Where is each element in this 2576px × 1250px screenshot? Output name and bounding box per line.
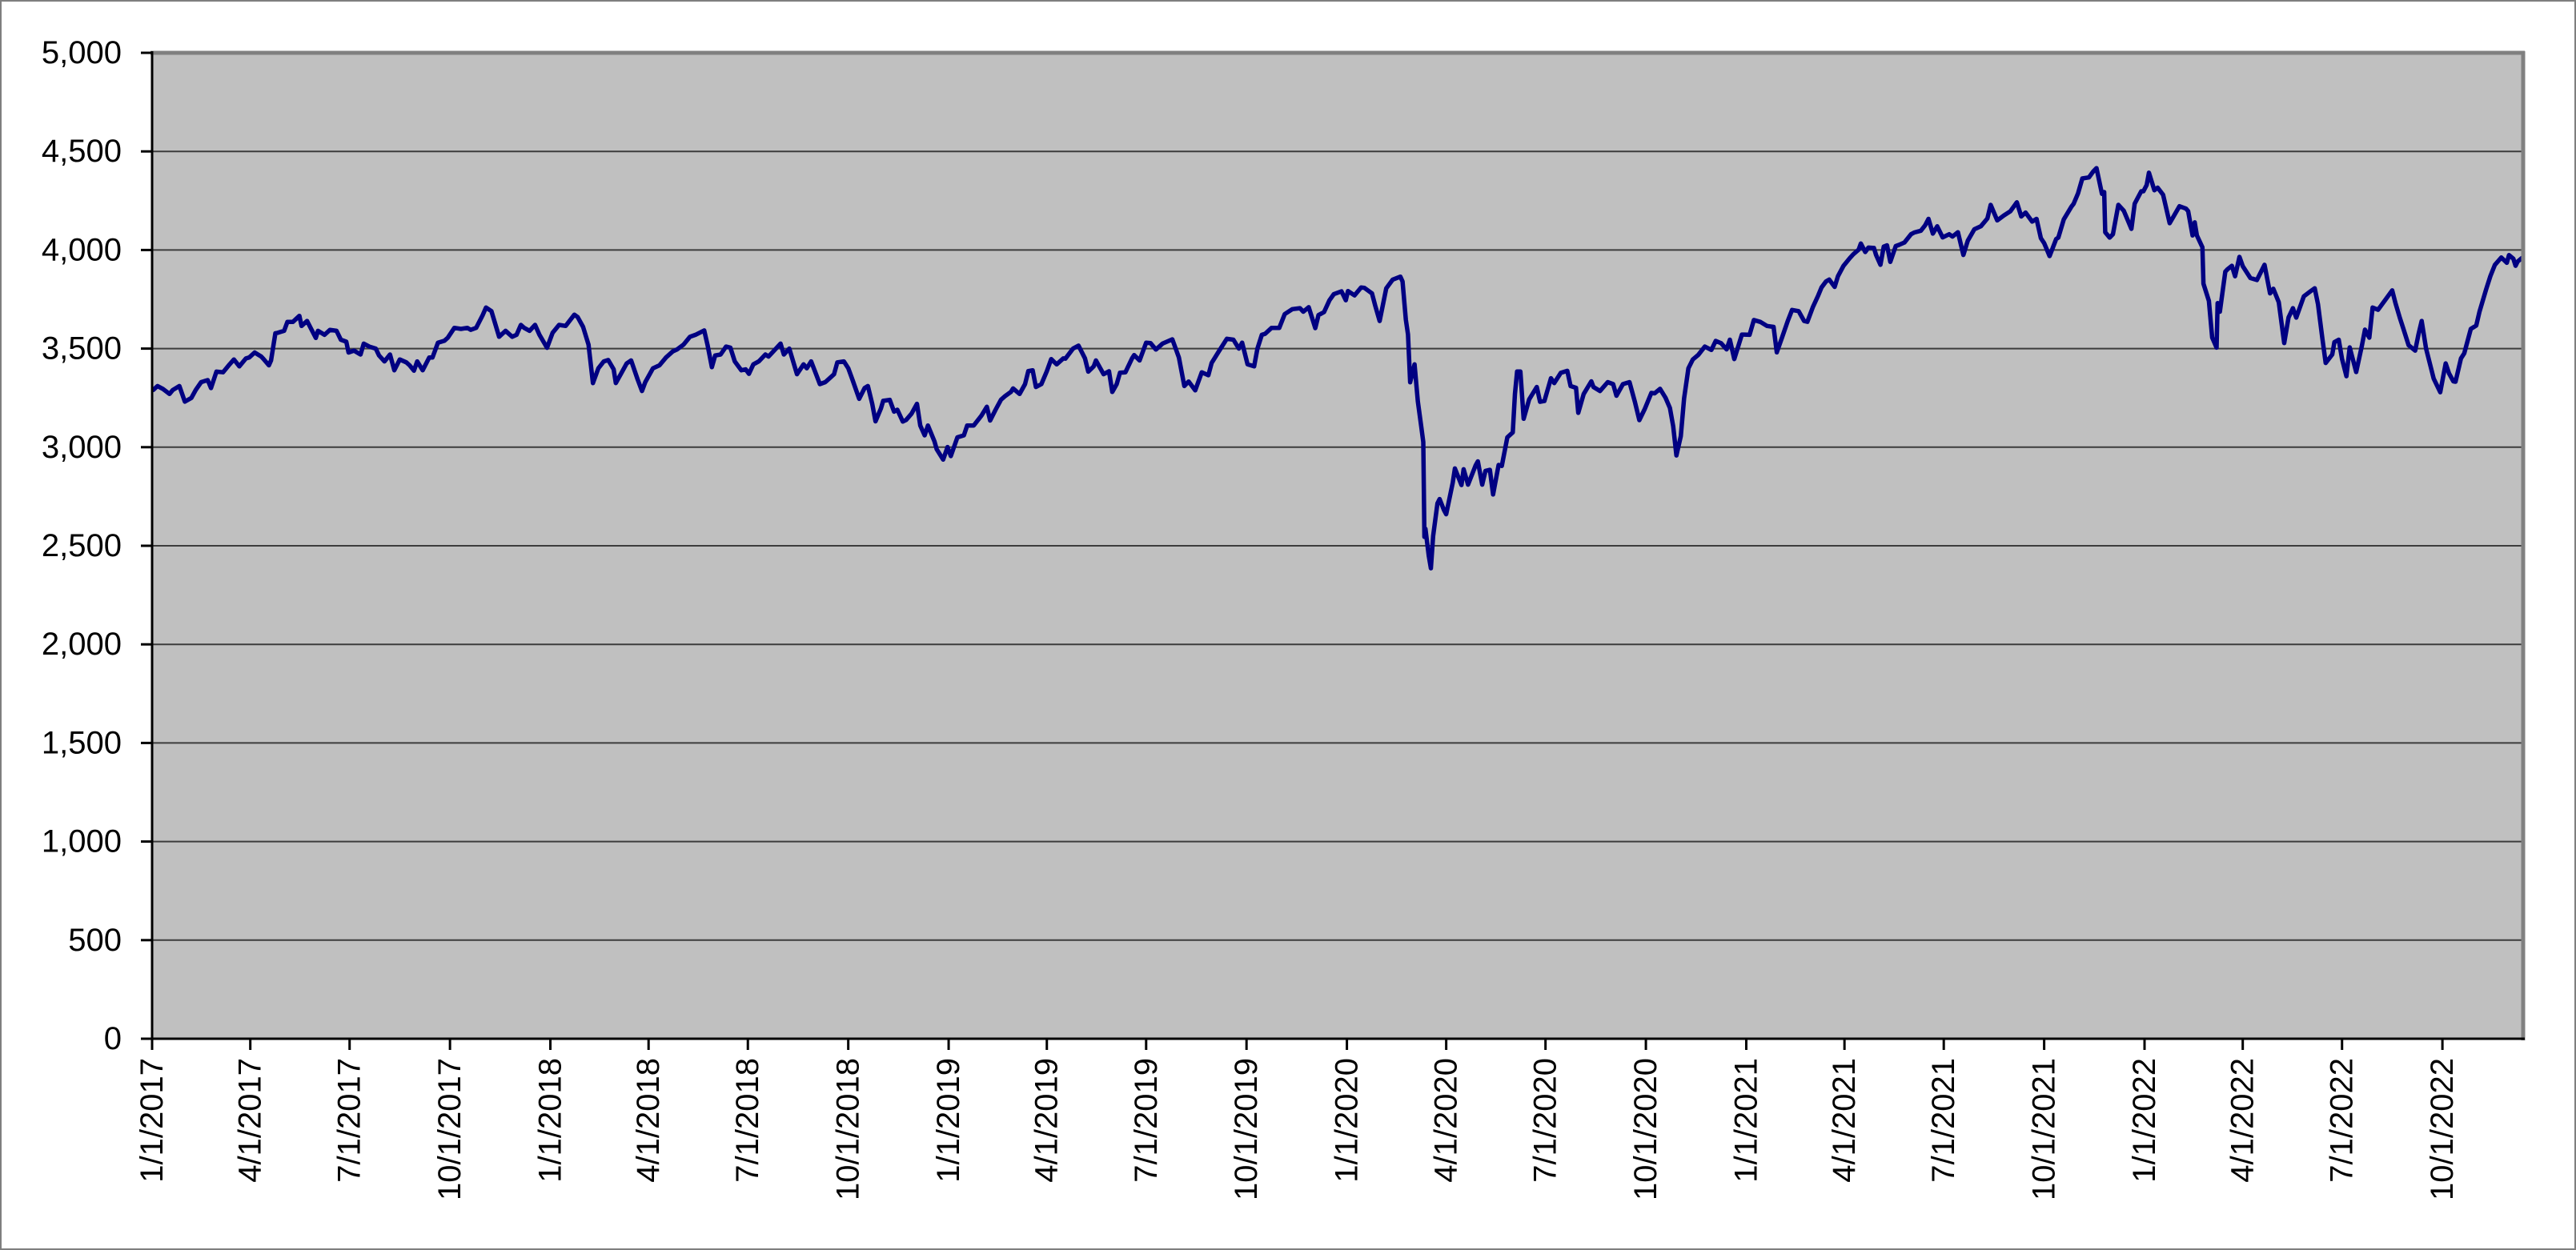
x-axis-label: 10/1/2021 [2027, 1058, 2062, 1200]
y-axis-label: 5,000 [42, 35, 122, 70]
x-axis-label: 1/1/2018 [533, 1058, 568, 1183]
x-axis-label: 4/1/2019 [1029, 1058, 1065, 1183]
x-axis-label: 4/1/2018 [631, 1058, 666, 1183]
x-axis-label: 10/1/2022 [2425, 1058, 2460, 1200]
x-axis-label: 1/1/2022 [2127, 1058, 2162, 1183]
y-axis-label: 500 [68, 923, 122, 958]
x-axis-label: 7/1/2020 [1528, 1058, 1563, 1183]
y-axis-label: 2,000 [42, 627, 122, 662]
y-axis-label: 4,000 [42, 232, 122, 267]
x-axis-label: 7/1/2019 [1129, 1058, 1164, 1183]
x-axis-label: 7/1/2017 [332, 1058, 367, 1183]
y-axis-label: 3,000 [42, 430, 122, 465]
x-axis-label: 1/1/2019 [931, 1058, 966, 1183]
x-axis-label: 4/1/2020 [1429, 1058, 1464, 1183]
data-series-line [150, 166, 2525, 571]
x-axis-label: 7/1/2018 [730, 1058, 765, 1183]
y-axis-label: 4,500 [42, 134, 122, 169]
x-axis-label: 1/1/2017 [134, 1058, 170, 1183]
y-axis-label: 1,500 [42, 725, 122, 760]
x-axis-label: 1/1/2021 [1728, 1058, 1763, 1183]
x-axis-label: 1/1/2020 [1330, 1058, 1365, 1183]
y-axis-label: 2,500 [42, 528, 122, 563]
x-axis-label: 4/1/2021 [1827, 1058, 1862, 1183]
x-axis-label: 10/1/2019 [1229, 1058, 1264, 1200]
x-axis-label: 4/1/2022 [2225, 1058, 2261, 1183]
x-axis-label: 7/1/2021 [1926, 1058, 1961, 1183]
x-axis-label: 4/1/2017 [233, 1058, 268, 1183]
y-axis-label: 3,500 [42, 331, 122, 367]
y-axis-label: 1,000 [42, 824, 122, 859]
x-axis-label: 10/1/2017 [432, 1058, 467, 1200]
x-axis-label: 10/1/2018 [831, 1058, 866, 1200]
x-axis-label: 7/1/2022 [2325, 1058, 2360, 1183]
y-axis-label: 0 [104, 1021, 122, 1056]
x-axis-label: 10/1/2020 [1628, 1058, 1663, 1200]
